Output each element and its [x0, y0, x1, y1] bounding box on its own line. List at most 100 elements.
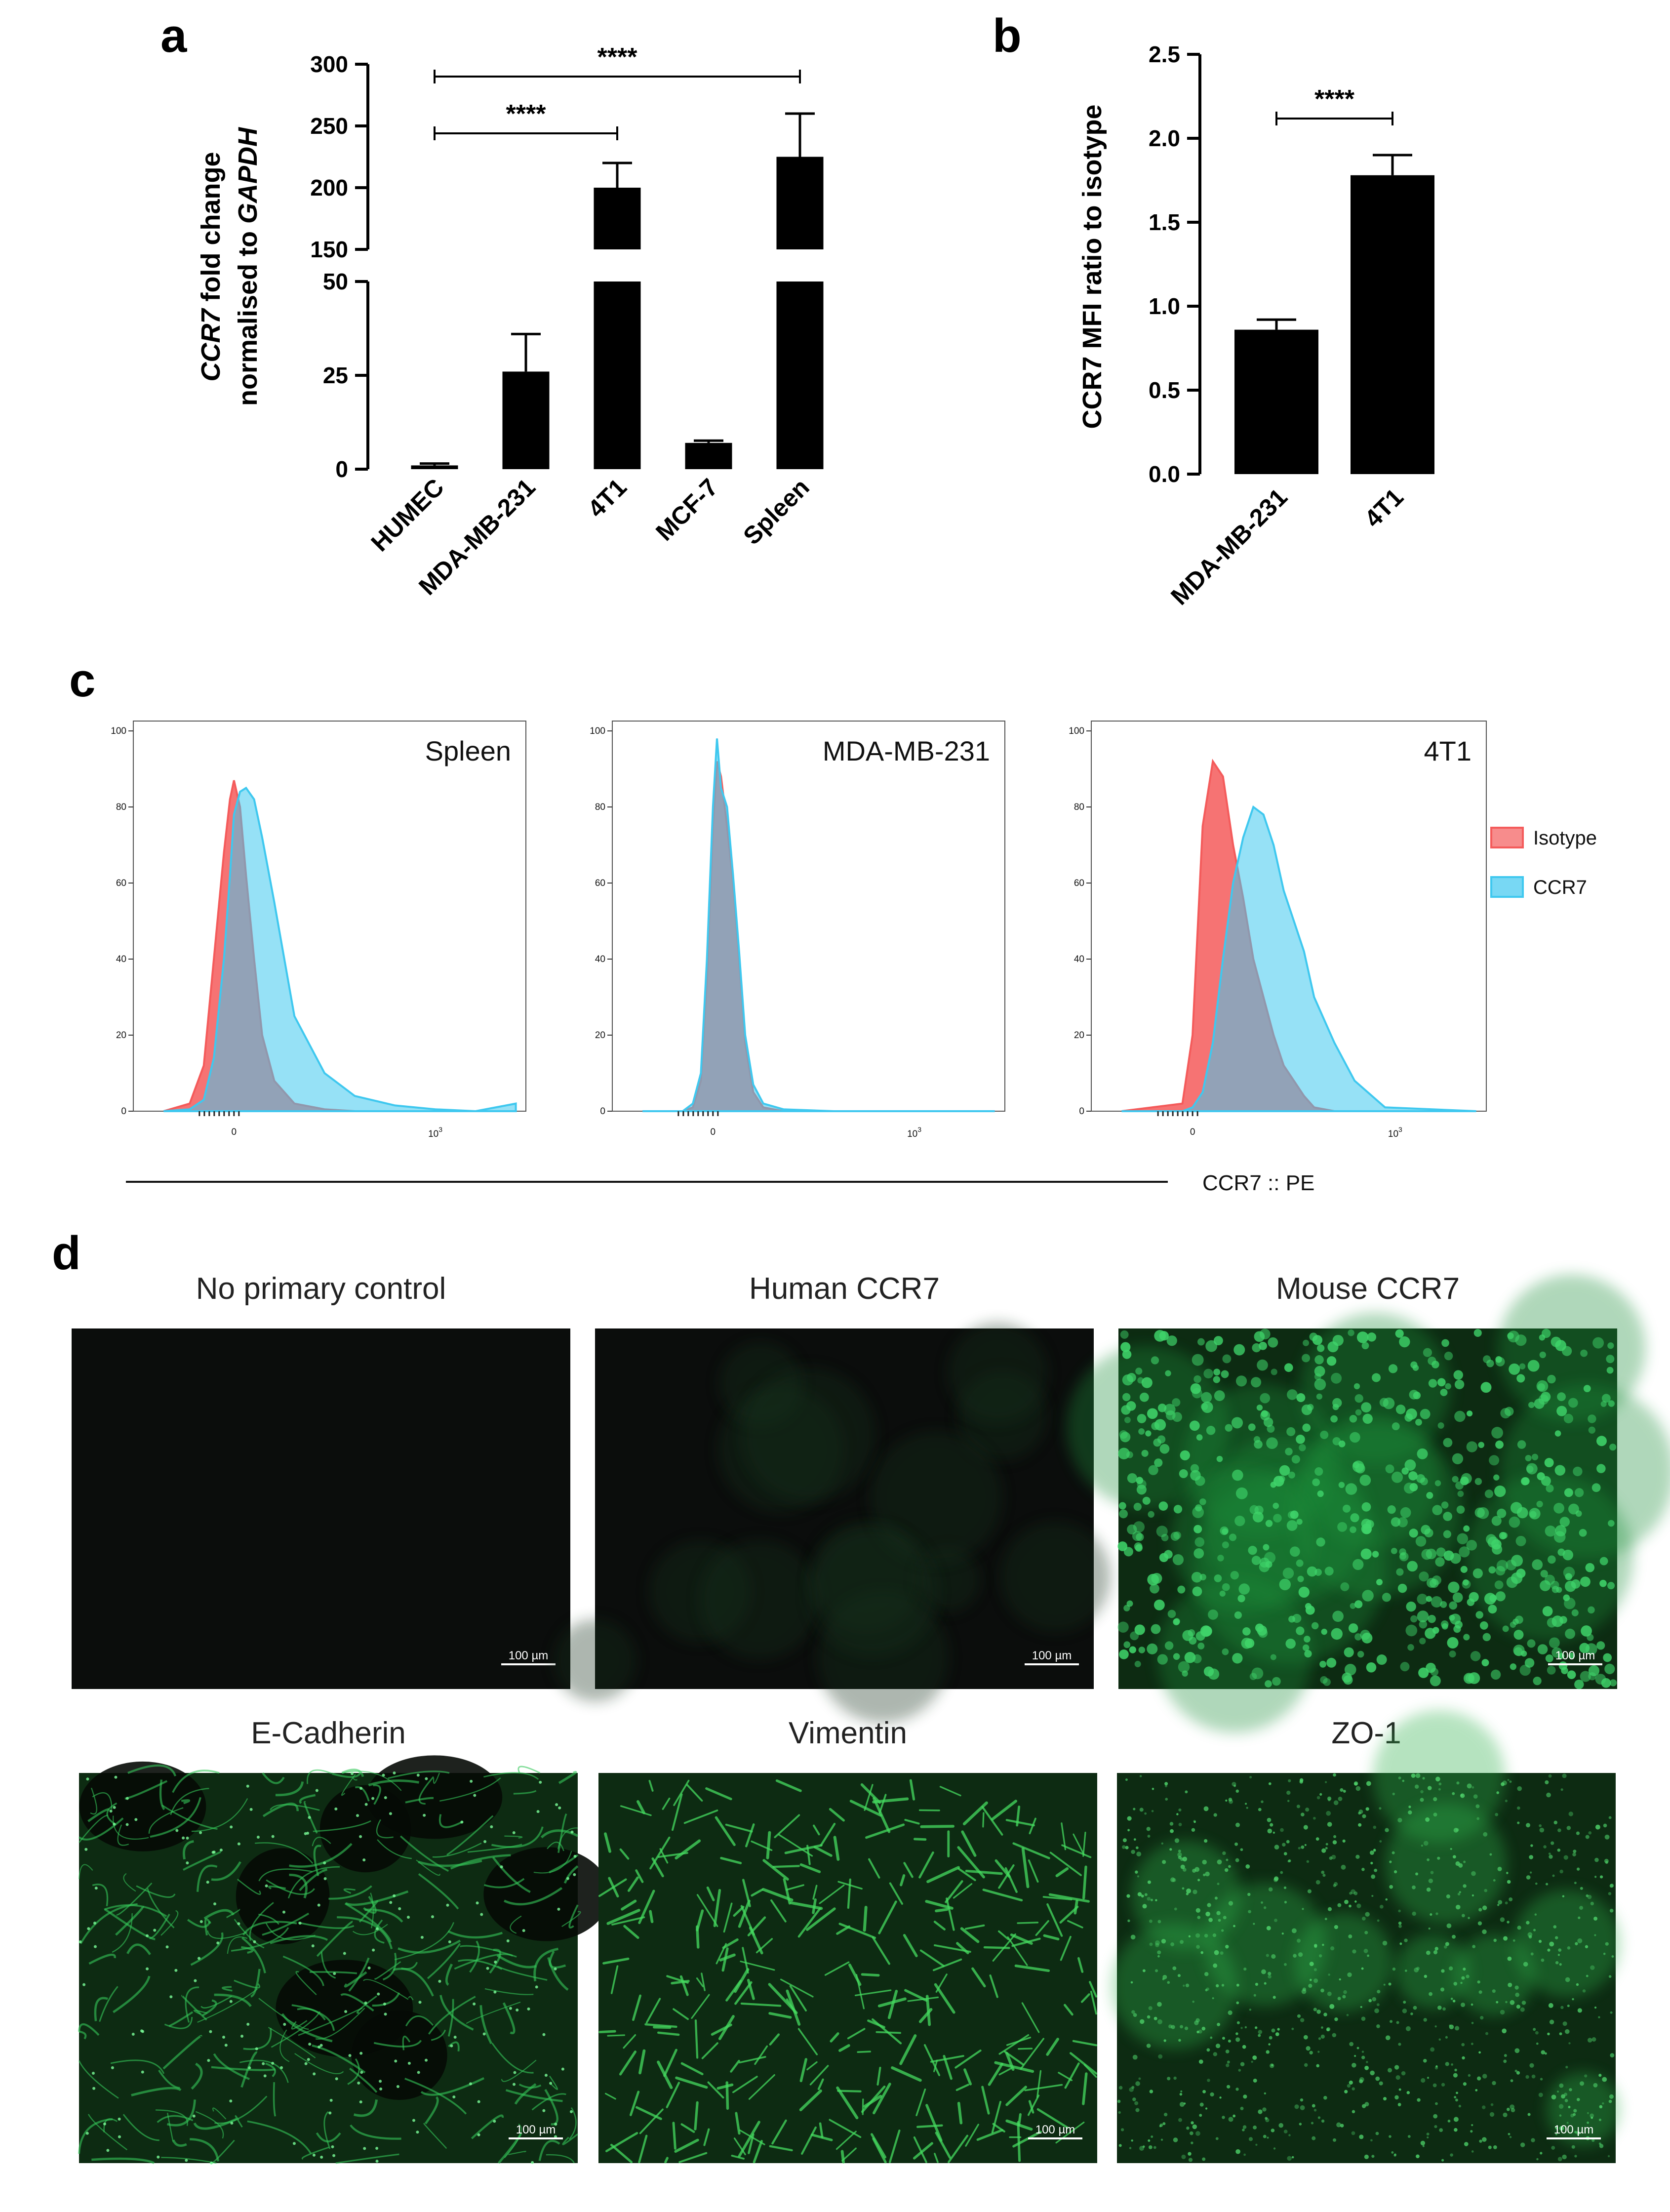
zo1-speckle [1184, 2026, 1189, 2030]
zo1-speckle [1212, 1997, 1214, 2000]
zo1-speckle [1603, 1952, 1606, 1955]
puncta [329, 2098, 333, 2102]
zo1-speckle [1390, 2020, 1393, 2023]
cadherin-strand [87, 2114, 128, 2151]
puncta [360, 2071, 363, 2074]
zo1-speckle [1253, 2125, 1257, 2130]
vimentin-fiber [991, 1800, 1018, 1821]
zo1-speckle [1602, 2077, 1607, 2082]
cell-nucleus [1468, 1672, 1480, 1684]
zo1-speckle [1243, 1968, 1247, 1971]
cell-nucleus [1528, 1402, 1535, 1408]
zo1-speckle [1186, 1888, 1192, 1893]
vimentin-fiber [1072, 2040, 1098, 2047]
cadherin-strand [127, 1764, 177, 1777]
zo1-speckle [1206, 2048, 1210, 2052]
puncta [246, 1784, 249, 1788]
zo1-speckle [1482, 1905, 1487, 1910]
cell-nucleus [1526, 1465, 1534, 1473]
zo1-speckle [1473, 1794, 1478, 1799]
zo1-speckle [1555, 1961, 1559, 1965]
cell-nucleus [1547, 1666, 1556, 1675]
zo1-speckle [1460, 1981, 1463, 1984]
zo1-speckle [1235, 1789, 1239, 1793]
zo1-speckle [1526, 1875, 1531, 1880]
zo1-speckle [1459, 1891, 1461, 1893]
vimentin-fiber [766, 1831, 771, 1859]
zo1-speckle [1125, 1778, 1128, 1781]
zo1-speckle [1327, 1822, 1332, 1827]
vimentin-fiber [604, 1832, 611, 1853]
cell-nucleus [1407, 1561, 1418, 1572]
cadherin-strand [182, 1840, 194, 1860]
vimentin-fiber [829, 1808, 845, 1822]
cell-nucleus [1521, 1477, 1530, 1486]
cell-nucleus [1159, 1553, 1169, 1563]
zo1-speckle [1170, 1942, 1175, 1946]
vimentin-fiber [918, 1851, 934, 1879]
zo1-speckle [1576, 1983, 1579, 1986]
zo1-speckle [1316, 2064, 1319, 2068]
puncta [460, 1820, 464, 1824]
vimentin-fiber [861, 1973, 880, 1977]
cell-nucleus [1568, 1652, 1575, 1659]
puncta [396, 2085, 399, 2088]
zo1-speckle [1174, 1907, 1177, 1911]
dark-void [483, 1847, 610, 1941]
cell-nucleus [1137, 1479, 1147, 1489]
zo1-speckle [1555, 2133, 1557, 2135]
c-ccr7-area [642, 738, 995, 1112]
vimentin-fiber [810, 2133, 833, 2141]
vimentin-fiber [1005, 2086, 1027, 2106]
cell-nucleus [1251, 1556, 1261, 1565]
vimentin-fiber [1012, 1842, 1050, 1859]
zo1-speckle [1416, 1967, 1420, 1971]
cell-nucleus [1296, 1559, 1304, 1567]
zo1-speckle [1222, 2037, 1225, 2040]
cell-nucleus [1305, 1603, 1312, 1610]
zo1-speckle [1253, 2079, 1257, 2083]
zo1-speckle [1228, 1865, 1231, 1868]
vimentin-fiber [799, 1863, 821, 1873]
cell-nucleus [1517, 1440, 1526, 1449]
puncta [323, 1877, 327, 1881]
zo1-speckle [1178, 1850, 1181, 1853]
cell-nucleus [1608, 1400, 1615, 1407]
zo1-speckle [1593, 1917, 1598, 1921]
zo1-speckle [1414, 1784, 1419, 1789]
zo1-speckle [1328, 1973, 1330, 1976]
zo1-speckle [1340, 1788, 1344, 1792]
puncta [84, 1848, 88, 1851]
zo1-speckle [1321, 2119, 1325, 2123]
cell-nucleus [1154, 1329, 1166, 1342]
cadherin-strand [214, 1993, 252, 2008]
cadherin-strand [255, 1842, 314, 1864]
zo1-speckle [1439, 2128, 1443, 2132]
puncta [531, 2161, 534, 2164]
cell-cluster-glow [1289, 1424, 1463, 1597]
zo1-speckle [1456, 2091, 1458, 2094]
zo1-speckle [1523, 1962, 1528, 1967]
zo1-speckle [1430, 1871, 1434, 1874]
zo1-speckle [1306, 2046, 1311, 2051]
zo1-speckle [1585, 1945, 1589, 1948]
cell-nucleus [1385, 1464, 1394, 1474]
vimentin-fiber [903, 1862, 914, 1878]
cell-nucleus [1260, 1393, 1271, 1404]
puncta [384, 1796, 387, 1800]
cell-nucleus [1565, 1628, 1576, 1639]
cadherin-strand [172, 1770, 220, 1793]
cell-nucleus [1158, 1501, 1168, 1511]
cell-nucleus [1596, 1641, 1605, 1650]
cadherin-strand [432, 1842, 482, 1858]
scale-bar-label: 100 µm [1035, 2123, 1075, 2136]
zo1-speckle [1488, 2145, 1492, 2149]
puncta [383, 2002, 386, 2006]
zo1-speckle [1133, 1838, 1136, 1841]
cadherin-strand [148, 1807, 184, 1834]
puncta [92, 2087, 96, 2090]
cell-nucleus [1495, 1591, 1506, 1602]
puncta [482, 2032, 486, 2036]
zo1-speckle [1477, 1921, 1482, 1926]
zo1-speckle [1452, 1934, 1456, 1939]
